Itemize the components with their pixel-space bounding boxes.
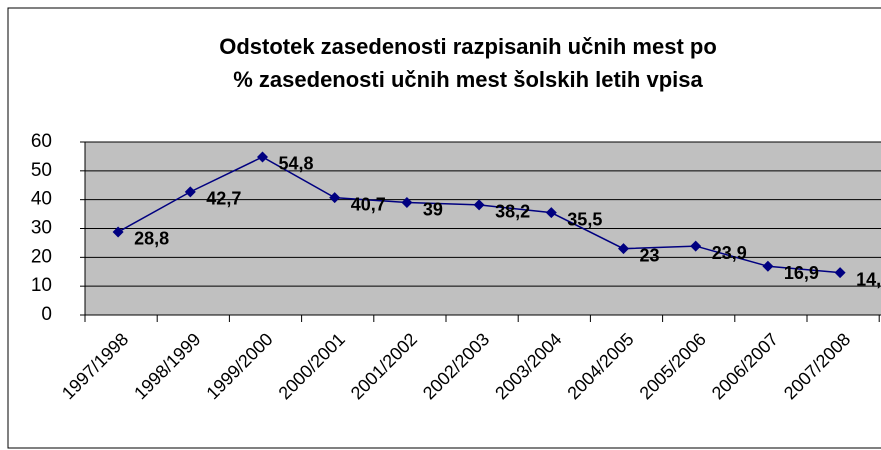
data-label: 23,9 (712, 243, 747, 263)
y-tick-label: 20 (31, 246, 52, 267)
data-point (690, 240, 702, 252)
data-point (762, 260, 774, 272)
data-label: 54,8 (279, 154, 314, 174)
data-point (329, 192, 341, 204)
data-label: 38,2 (495, 202, 530, 222)
data-label: 23 (640, 245, 660, 265)
data-point (618, 243, 629, 255)
data-label: 35,5 (567, 209, 602, 229)
data-label: 40,7 (351, 194, 386, 214)
data-point (184, 186, 196, 198)
data-label: 28,8 (134, 229, 169, 249)
y-tick-label: 40 (31, 189, 52, 210)
data-point (834, 267, 846, 279)
y-tick-label: 50 (31, 160, 52, 181)
y-tick-label: 10 (31, 275, 52, 296)
data-label: 14,7 (856, 269, 881, 289)
y-tick-label: 60 (31, 131, 52, 152)
chart-title: Odstotek zasedenosti razpisanih učnih me… (219, 34, 717, 59)
y-tick-label: 30 (31, 218, 52, 239)
data-point (401, 197, 413, 209)
data-point (112, 226, 124, 238)
data-label: 39 (423, 199, 443, 219)
data-point (545, 207, 557, 219)
data-label: 16,9 (784, 263, 819, 283)
y-tick-label: 0 (41, 304, 52, 325)
data-label: 42,7 (206, 189, 241, 209)
data-point (257, 151, 268, 163)
chart-title: % zasedenosti učnih mest šolskih letih v… (233, 67, 703, 92)
data-point (473, 199, 485, 211)
